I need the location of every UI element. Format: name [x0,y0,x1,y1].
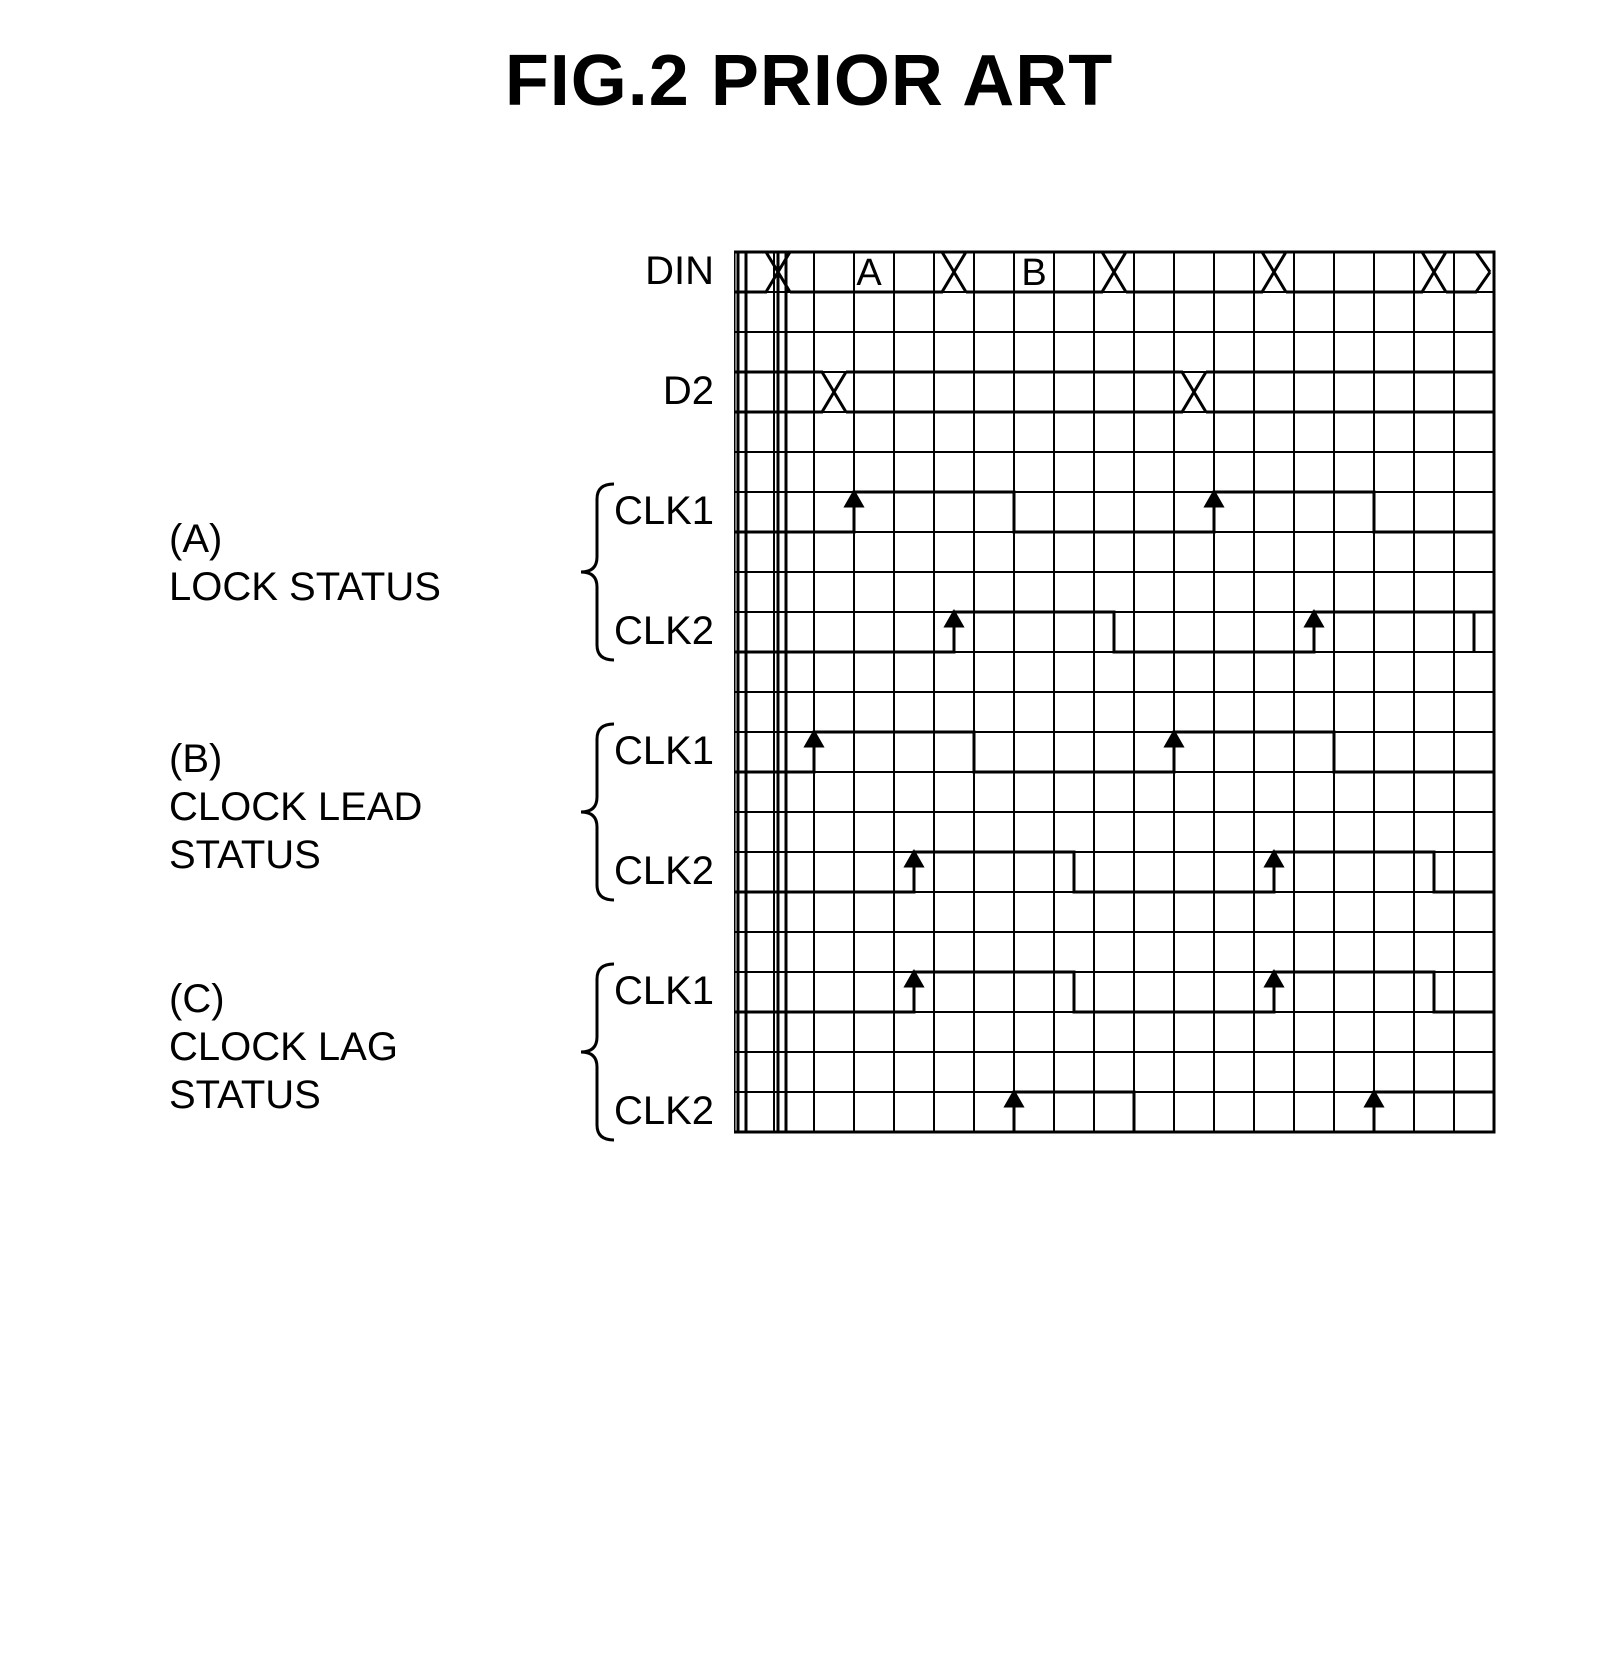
din-value-label: B [1021,252,1046,294]
group-brace-C [581,964,614,1140]
signal-label-C_CLK2: CLK2 [614,1089,714,1133]
group-label-B-2: STATUS [169,833,321,877]
waveform-B_CLK2 [734,852,1494,892]
waveform-A_CLK2 [734,612,1494,652]
signal-label-A_CLK1: CLK1 [614,489,714,533]
edge-arrowhead [1266,972,1282,986]
timing-chart: AB [734,232,1504,1172]
edge-arrowhead [806,732,822,746]
waveform-B_CLK1 [734,732,1494,772]
figure-2: FIG.2 PRIOR ART DIN D2 CLK1 CLK2 CLK1 CLK2 CLK… [40,40,1578,1172]
timing-diagram: DIN D2 CLK1 CLK2 CLK1 CLK2 CLK1 CLK2 (A)LOCK STA… [40,232,1578,1172]
edge-arrowhead [946,612,962,626]
edge-arrowhead [1306,612,1322,626]
group-label-B-0: (B) [169,737,222,781]
group-label-A-1: LOCK STATUS [169,565,441,609]
group-label-C-0: (C) [169,977,225,1021]
edge-arrowhead [906,852,922,866]
signal-labels-panel: DIN D2 CLK1 CLK2 CLK1 CLK2 CLK1 CLK2 (A)LOCK STA… [114,232,734,1172]
waveform-C_CLK1 [734,972,1494,1012]
edge-arrowhead [1266,852,1282,866]
edge-arrowhead [1006,1092,1022,1106]
signal-label-B_CLK2: CLK2 [614,849,714,893]
signal-label-A_CLK2: CLK2 [614,609,714,653]
signal-label-D2: D2 [663,369,714,413]
signal-label-C_CLK1: CLK1 [614,969,714,1013]
din-value-label: A [856,252,882,294]
waveform-A_CLK1 [734,492,1494,532]
edge-arrowhead [1206,492,1222,506]
group-label-C-1: CLOCK LAG [169,1025,398,1069]
waveform-D2 [734,372,1494,412]
waveform-DIN [734,252,1490,292]
figure-title: FIG.2 PRIOR ART [40,40,1578,122]
edge-arrowhead [846,492,862,506]
group-brace-A [581,484,614,660]
edge-arrowhead [1366,1092,1382,1106]
group-label-A-0: (A) [169,517,222,561]
group-label-B-1: CLOCK LEAD [169,785,422,829]
signal-label-DIN: DIN [645,249,714,293]
group-label-C-2: STATUS [169,1073,321,1117]
edge-arrowhead [1166,732,1182,746]
group-brace-B [581,724,614,900]
edge-arrowhead [906,972,922,986]
waveform-C_CLK2 [734,1092,1494,1132]
signal-label-B_CLK1: CLK1 [614,729,714,773]
